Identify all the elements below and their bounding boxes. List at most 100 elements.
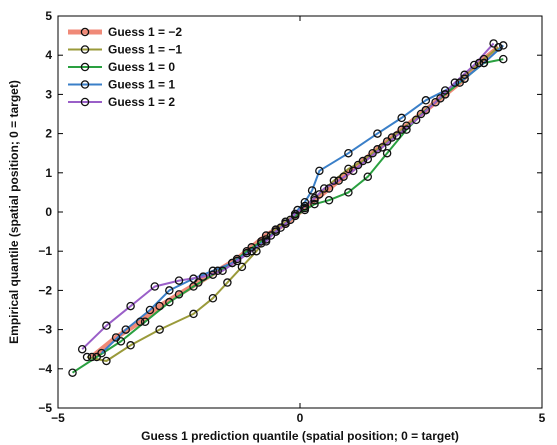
data-point (155, 325, 164, 334)
y-axis-label: Empirical quantile (spatial position; 0 … (7, 80, 21, 344)
data-point (271, 227, 281, 236)
x-axis-label: Guess 1 prediction quantile (spatial pos… (141, 429, 459, 443)
y-tick-label: 1 (45, 166, 52, 180)
y-tick-label: −4 (38, 362, 52, 376)
legend-label: Guess 1 = −2 (108, 25, 182, 39)
data-point (479, 54, 489, 64)
data-point (174, 276, 184, 285)
data-point (208, 270, 218, 279)
data-point (358, 156, 368, 166)
data-point (373, 145, 382, 154)
data-point (479, 58, 489, 68)
data-point (155, 301, 164, 311)
data-point (68, 368, 77, 377)
data-point (189, 309, 198, 319)
data-point (165, 286, 174, 295)
data-point (300, 201, 310, 211)
data-point (174, 290, 184, 299)
data-point (208, 293, 218, 303)
data-point (140, 317, 150, 327)
data-point (281, 219, 290, 229)
data-point (242, 248, 252, 258)
data-point (421, 105, 431, 115)
data-point (150, 282, 160, 291)
data-point (165, 297, 174, 307)
y-tick-label: 0 (45, 205, 52, 219)
data-point (469, 60, 479, 70)
legend-marker (80, 45, 90, 54)
y-tick-label: −2 (38, 283, 52, 297)
data-point (290, 209, 300, 219)
data-point (334, 176, 343, 185)
x-tick-label: 0 (297, 411, 304, 425)
data-point (218, 266, 227, 276)
data-point (373, 129, 382, 138)
data-point (145, 305, 155, 315)
data-point (450, 78, 460, 87)
data-point (329, 176, 339, 185)
data-point (208, 266, 218, 276)
legend-marker (80, 27, 90, 37)
legend: Guess 1 = −2 Guess 1 = −1 Guess 1 = 0 Guess… (64, 22, 192, 116)
data-point (411, 115, 421, 125)
data-point (382, 148, 392, 158)
data-point (402, 121, 411, 131)
data-point (82, 352, 92, 362)
data-point (324, 195, 334, 205)
legend-marker (80, 62, 90, 72)
data-point (378, 143, 387, 152)
data-point (348, 166, 358, 176)
data-point (136, 317, 145, 327)
data-point (87, 352, 97, 362)
data-point (421, 96, 431, 105)
data-point (499, 41, 508, 50)
data-point (344, 148, 353, 158)
ticks-layer: −5 0 5 −5 −4 −3 −2 −1 0 1 2 3 4 5 (38, 9, 545, 425)
data-point (460, 74, 469, 83)
data-point (227, 258, 237, 268)
y-tick-label: −1 (38, 244, 52, 258)
data-point (121, 325, 131, 334)
data-point (363, 154, 373, 164)
data-point (324, 184, 334, 193)
data-point (315, 166, 324, 176)
data-point (237, 262, 247, 272)
y-tick-label: −5 (38, 401, 52, 415)
data-point (310, 199, 319, 209)
legend-marker (80, 97, 90, 107)
legend-label: Guess 1 = 2 (108, 95, 175, 109)
data-point (402, 125, 411, 134)
y-tick-label: −3 (38, 323, 52, 337)
data-point (252, 246, 261, 256)
legend-box (64, 22, 192, 116)
data-point (392, 131, 402, 140)
data-point (431, 97, 440, 107)
data-point (232, 256, 242, 266)
data-point (363, 172, 373, 181)
data-point (344, 164, 353, 174)
data-point (489, 39, 498, 48)
data-point (460, 70, 469, 80)
data-point (126, 341, 135, 350)
x-tick-label: −5 (51, 411, 65, 425)
data-point (126, 301, 135, 311)
data-point (116, 337, 126, 346)
data-point (344, 188, 353, 197)
data-point (257, 239, 266, 248)
data-point (319, 184, 329, 193)
x-tick-label: 5 (539, 411, 546, 425)
legend-marker (80, 80, 90, 89)
data-point (300, 197, 310, 207)
data-point (310, 194, 319, 203)
data-point (189, 274, 198, 283)
data-point (247, 246, 256, 256)
data-point (77, 344, 87, 354)
data-point (261, 231, 271, 240)
data-point (102, 356, 111, 366)
legend-label: Guess 1 = −1 (108, 43, 182, 57)
data-point (102, 321, 111, 330)
data-point (307, 186, 317, 195)
data-point (397, 113, 406, 123)
data-point (198, 272, 208, 281)
